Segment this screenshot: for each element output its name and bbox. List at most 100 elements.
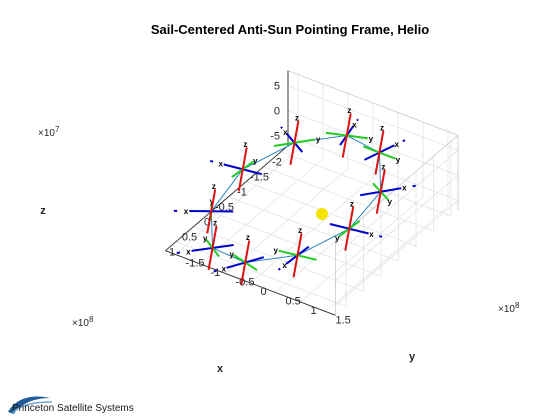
- frame-triad: x y z: [325, 106, 374, 158]
- grid-line: [175, 149, 299, 255]
- x-tick-label: -1.5: [250, 172, 269, 184]
- frame-z-label: z: [380, 123, 384, 132]
- frame-x-label: x: [369, 230, 374, 239]
- frame-z-label: z: [246, 233, 250, 242]
- logo-text: Princeton Satellite Systems: [12, 403, 134, 414]
- frame-z-axis: [344, 206, 355, 251]
- grid-line: [287, 110, 459, 176]
- frame-x-label: x: [402, 184, 407, 193]
- frame-triad: x y z: [329, 199, 383, 251]
- frame-x-label: x: [395, 140, 400, 149]
- box-edge: [287, 70, 459, 136]
- z-axis-label: z: [40, 205, 46, 217]
- grid-line: [300, 196, 424, 303]
- frame-z-axis: [207, 225, 218, 271]
- axis-labels: x y z: [40, 205, 416, 375]
- frame-x-label: x: [283, 128, 288, 137]
- y-tick-label: -1: [211, 267, 221, 279]
- frame-x-label: x: [222, 265, 227, 274]
- sun-marker: [316, 208, 328, 220]
- y-axis-line: [165, 250, 336, 316]
- frame-x-tip: [209, 159, 214, 163]
- frame-x-label: x: [352, 121, 357, 130]
- x-tick-label: -2: [272, 157, 282, 169]
- z-tick-label: -5: [270, 131, 280, 143]
- frame-y-label: y: [396, 156, 401, 165]
- frame-triad: xy z: [213, 233, 265, 285]
- frame-x-tip: [402, 139, 406, 143]
- grid-line: [335, 199, 459, 306]
- frame-y-label: y: [369, 135, 374, 144]
- frame-z-axis: [237, 147, 248, 192]
- x-axis-line: [165, 145, 289, 252]
- grid-line: [335, 174, 459, 281]
- sun-dot: [316, 208, 328, 220]
- frame-triad: xy z: [274, 226, 317, 278]
- x-tick-label: 1: [169, 247, 175, 259]
- y-tick-label: 1.5: [336, 315, 351, 327]
- frame-triad: xyz: [363, 123, 406, 175]
- y-tick-label: 0: [261, 286, 267, 298]
- frame-z-axis: [240, 240, 251, 285]
- frame-z-axis: [375, 169, 386, 214]
- x-tick-label: -1: [237, 187, 247, 199]
- frame-x-tip: [356, 118, 359, 122]
- frame-y-label: y: [203, 234, 208, 243]
- frame-x-tip: [379, 235, 383, 238]
- frame-x-tip: [280, 126, 283, 129]
- frame-z-axis: [289, 120, 300, 165]
- frame-z-label: z: [295, 113, 299, 122]
- frame-y-label: y: [387, 197, 392, 206]
- y-tick-label: 0.5: [286, 296, 301, 308]
- frame-y-label: y: [230, 250, 235, 259]
- frame-triad: x y z: [360, 162, 416, 214]
- frame-x-label: x: [186, 247, 191, 256]
- logo: Princeton Satellite Systems: [6, 388, 186, 418]
- swoosh-icon: [8, 396, 50, 414]
- grid-line: [325, 206, 449, 312]
- frame-z-label: z: [213, 219, 217, 228]
- z-exponent-label: ×107: [38, 125, 60, 139]
- frame-y-label: y: [335, 234, 340, 243]
- frame-z-label: z: [298, 226, 302, 235]
- z-tick-label: 5: [274, 81, 280, 93]
- frame-triad: x y z: [273, 113, 321, 165]
- x-tick-label: 0.5: [182, 232, 197, 244]
- y-exponent-label: ×108: [498, 301, 520, 315]
- frame-z-axis: [341, 113, 352, 158]
- x-tick-label: 0: [204, 217, 210, 229]
- frame-x-label: x: [218, 160, 223, 169]
- grid: [165, 70, 459, 316]
- y-axis-label: y: [409, 351, 416, 363]
- frame-x-tip: [213, 269, 217, 273]
- frame-z-axis: [206, 189, 217, 234]
- frame-z-axis: [292, 233, 303, 278]
- grid-line: [225, 168, 349, 274]
- frame-x-tip: [412, 184, 416, 188]
- frame-z-label: z: [350, 199, 354, 208]
- grid-line: [287, 135, 459, 201]
- frame-x-label: x: [282, 261, 287, 270]
- grid-line: [287, 85, 459, 151]
- frame-z-label: z: [243, 140, 247, 149]
- y-tick-label: -1.5: [186, 258, 205, 270]
- frame-z-label: z: [381, 162, 385, 171]
- frame-z-axis: [374, 130, 385, 175]
- y-tick-label: -0.5: [236, 277, 255, 289]
- x-axis-label: x: [217, 363, 224, 375]
- frame-x-label: x: [184, 207, 189, 216]
- frame-y-label: y: [274, 246, 279, 255]
- y-tick-label: 1: [311, 305, 317, 317]
- frame-y-label: y: [253, 156, 258, 165]
- x-exponent-label: ×108: [72, 315, 94, 329]
- frame-z-label: z: [212, 182, 216, 191]
- z-tick-label: 0: [274, 106, 280, 118]
- frame-y-label: y: [316, 135, 321, 144]
- frame-triad: xyz: [173, 182, 234, 234]
- grid-line: [335, 149, 459, 256]
- frame-z-label: z: [347, 106, 351, 115]
